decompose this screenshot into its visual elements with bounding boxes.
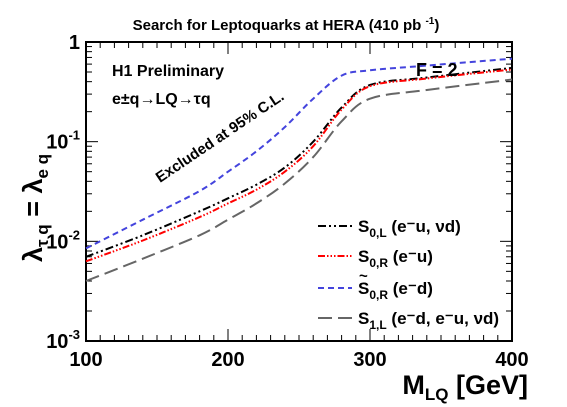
y-tick-exponent: -1 [68, 128, 80, 143]
y-tick-mantissa: 10 [46, 231, 68, 253]
chart-title-text: Search for Leptoquarks at HERA (410 pb [133, 17, 422, 34]
x-tick-label: 200 [211, 349, 244, 371]
legend-label-main: S [358, 279, 369, 298]
y-tick-mantissa: 10 [46, 331, 68, 353]
legend-label-main: S [358, 309, 369, 328]
series-line-2 [85, 57, 513, 250]
x-axis-label-part: M [402, 370, 425, 400]
legend-label-sub: 0,R [369, 256, 388, 270]
y-axis-label: λτ q = λe q [18, 154, 52, 262]
y-tick-exponent: -2 [68, 227, 80, 242]
legend-tilde: ~ [359, 268, 368, 285]
legend-label-1: S0,R (e⁻u) [358, 247, 433, 270]
y-tick-label: 1 [69, 32, 80, 54]
x-axis-label: MLQ [GeV] [402, 370, 528, 404]
legend: S0,L (e⁻u, νd)S0,R (e⁻u)S0,R (e⁻d)~S1,L … [318, 217, 499, 332]
annotation-process: e±q→LQ→τq [112, 91, 211, 108]
x-tick-label: 400 [495, 349, 528, 371]
legend-label-0: S0,L (e⁻u, νd) [358, 217, 461, 240]
y-tick-label: 10-3 [46, 327, 80, 353]
series-line-1 [85, 68, 513, 263]
legend-label-sub: 0,R [369, 288, 388, 302]
y-axis-label-part: τ q [33, 224, 52, 247]
legend-label-3: S1,L (e⁻d, e⁻u, νd) [358, 309, 499, 332]
x-axis-label-part: LQ [425, 385, 449, 404]
y-tick-mantissa: 1 [69, 32, 80, 54]
x-tick-label: 100 [69, 349, 102, 371]
annotation-preliminary: H1 Preliminary [112, 63, 224, 80]
y-axis-label-part: e q [33, 154, 52, 179]
chart-title-superscript: -1 [425, 16, 434, 27]
chart-title-end: ) [434, 17, 439, 34]
y-axis-label-part: = λ [18, 179, 48, 225]
series-line-0 [85, 66, 513, 258]
y-tick-mantissa: 10 [46, 132, 68, 154]
legend-label-sub: 1,L [369, 318, 386, 332]
chart-title: Search for Leptoquarks at HERA (410 pb -… [133, 16, 440, 34]
legend-label-main: S [358, 247, 369, 266]
legend-label-rest: (e⁻d) [388, 279, 433, 298]
legend-label-rest: (e⁻u) [388, 247, 433, 266]
y-tick-exponent: -3 [68, 327, 80, 342]
annotation-f-value: F = 2 [416, 60, 458, 80]
legend-label-main: S [358, 217, 369, 236]
legend-label-2: S0,R (e⁻d) [358, 279, 433, 302]
series-lines [85, 57, 513, 282]
series-line-3 [85, 78, 513, 282]
y-tick-label: 10-1 [46, 128, 80, 154]
x-axis-label-part: [GeV] [448, 370, 528, 400]
legend-label-rest: (e⁻d, e⁻u, νd) [387, 309, 499, 328]
legend-label-rest: (e⁻u, νd) [387, 217, 461, 236]
x-tick-label: 300 [353, 349, 386, 371]
y-axis-label-part: λ [18, 247, 48, 262]
y-tick-label: 10-2 [46, 227, 80, 253]
legend-label-sub: 0,L [369, 226, 386, 240]
